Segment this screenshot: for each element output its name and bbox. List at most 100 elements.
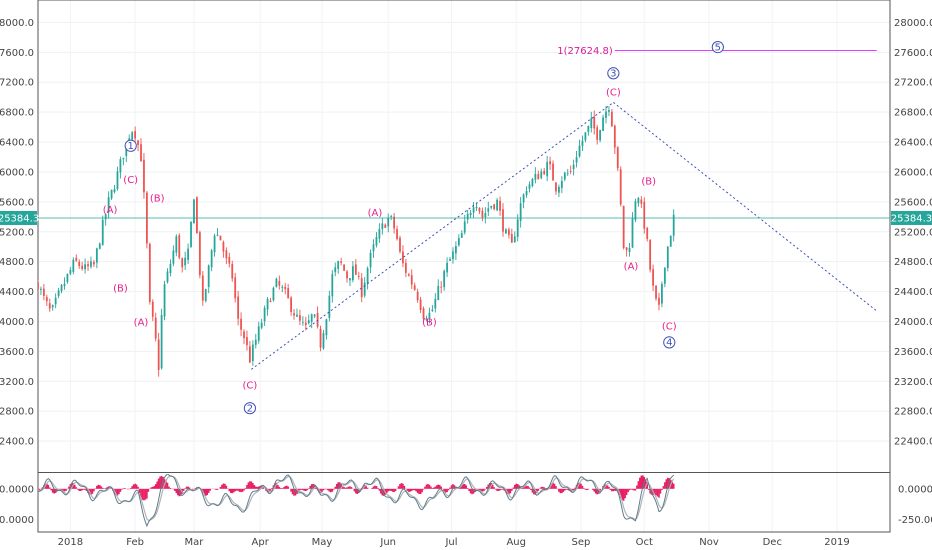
- candle-body: [593, 116, 596, 129]
- candle-body: [507, 229, 510, 235]
- candle-body: [95, 248, 98, 263]
- candle-body: [269, 300, 272, 303]
- candle-body: [537, 173, 540, 180]
- degree-label: 2: [247, 404, 253, 415]
- candle-body: [443, 270, 446, 288]
- price-tick-left: 24400.0: [0, 287, 34, 298]
- last-price-badge-label: 25384.3: [891, 213, 932, 224]
- degree-circle: [124, 139, 137, 152]
- candle-body: [590, 118, 593, 129]
- candle-body: [546, 161, 549, 177]
- candle-body: [187, 248, 189, 260]
- price-tick-left: 24800.0: [0, 257, 34, 268]
- candle-body: [181, 258, 184, 268]
- candle-body: [513, 236, 516, 243]
- candle-body: [481, 210, 484, 218]
- price-tick-right: 25600.0: [894, 197, 932, 208]
- candle-body: [193, 199, 195, 224]
- candle-body: [343, 264, 345, 271]
- price-tick-left: 27200.0: [0, 78, 34, 89]
- candle-body: [672, 214, 675, 236]
- candle-body: [496, 199, 499, 211]
- candle-body: [234, 277, 237, 299]
- oscillator-panel: [38, 474, 675, 528]
- candle-body: [260, 322, 263, 328]
- candle-body: [207, 265, 210, 287]
- candle-body: [416, 291, 419, 301]
- trendline: [613, 102, 878, 312]
- candle-body: [631, 218, 634, 248]
- candle-body: [107, 197, 110, 213]
- candle-body: [466, 213, 469, 220]
- candle-body: [51, 305, 54, 308]
- price-tick-left: 24000.0: [0, 317, 34, 328]
- candle-body: [38, 282, 39, 291]
- candle-body: [340, 261, 343, 263]
- candle-body: [602, 117, 604, 131]
- candle-body: [60, 285, 63, 292]
- time-tick-label: Sep: [572, 537, 591, 548]
- candle-body: [581, 140, 584, 146]
- candle-body: [575, 157, 578, 163]
- candle-body: [54, 297, 57, 305]
- candle-body: [634, 201, 637, 220]
- candle-body: [622, 205, 625, 249]
- candle-body: [452, 251, 454, 260]
- candle-body: [540, 171, 543, 178]
- candle-body: [499, 200, 501, 211]
- candle-body: [110, 189, 113, 199]
- candle-body: [510, 234, 513, 243]
- candle-body: [440, 286, 443, 288]
- candle-body: [643, 201, 646, 229]
- candle-body: [363, 282, 366, 296]
- candle-body: [301, 322, 304, 324]
- candle-body: [428, 312, 431, 319]
- trendlines: [38, 49, 890, 370]
- candle-body: [75, 257, 78, 261]
- wave-label: (C): [242, 381, 257, 392]
- candle-body: [172, 250, 175, 264]
- candle-body: [613, 125, 616, 148]
- candle-body: [163, 284, 166, 317]
- candle-body: [201, 275, 204, 301]
- price-tick-left: 23200.0: [0, 377, 34, 388]
- candle-body: [569, 171, 572, 172]
- candle-body: [610, 111, 613, 127]
- candle-body: [198, 232, 201, 276]
- time-tick-label: Oct: [636, 537, 653, 548]
- candle-body: [381, 223, 384, 230]
- price-tick-left: 26800.0: [0, 108, 34, 119]
- candle-body: [655, 285, 657, 299]
- candle-body: [457, 238, 460, 246]
- candle-body: [219, 235, 222, 241]
- degree-label: 3: [610, 69, 616, 80]
- candle-body: [251, 344, 254, 362]
- price-tick-left: 27600.0: [0, 48, 34, 59]
- candle-body: [519, 203, 522, 221]
- osc-tick-left: 0.0000: [0, 484, 34, 495]
- candle-body: [640, 199, 643, 204]
- candle-body: [116, 171, 119, 190]
- candle-body: [254, 339, 257, 345]
- last-price-badge: [0, 210, 37, 225]
- osc-tick-left: -250.0000: [0, 515, 34, 526]
- plot-frame: [37, 0, 891, 533]
- candle-body: [525, 190, 528, 196]
- candle-body: [360, 278, 363, 298]
- candle-body: [98, 243, 101, 249]
- candle-body: [175, 236, 178, 253]
- candle-body: [331, 274, 334, 297]
- candle-body: [661, 284, 663, 304]
- candle-body: [154, 317, 157, 339]
- price-tick-left: 26400.0: [0, 138, 34, 149]
- time-tick-label: 2018: [58, 537, 83, 548]
- degree-circle: [243, 402, 256, 415]
- price-tick-right: 22800.0: [894, 407, 932, 418]
- candle-body: [349, 278, 351, 281]
- candle-body: [290, 297, 292, 312]
- candle-body: [184, 257, 187, 266]
- degree-label: 5: [715, 42, 721, 53]
- last-price-badge: [891, 210, 932, 225]
- candle-body: [399, 237, 401, 252]
